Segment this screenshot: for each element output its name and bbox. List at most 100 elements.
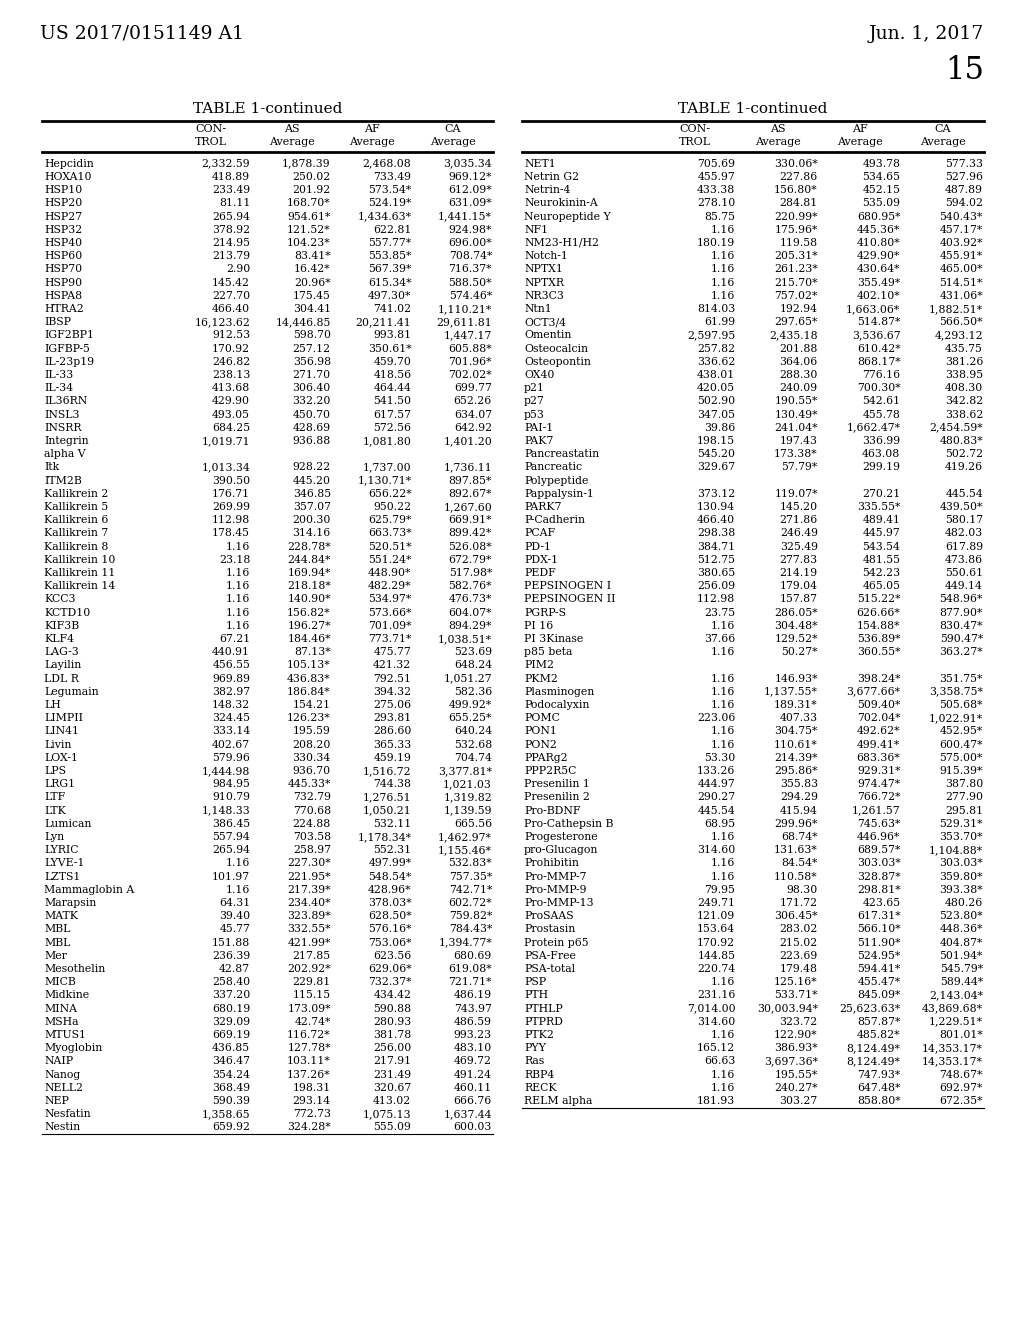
Text: Kallikrein 6: Kallikrein 6 (44, 515, 109, 525)
Text: Mammaglobin A: Mammaglobin A (44, 884, 134, 895)
Text: Pappalysin-1: Pappalysin-1 (524, 488, 594, 499)
Text: 423.65: 423.65 (862, 898, 900, 908)
Text: 169.94*: 169.94* (288, 568, 331, 578)
Text: 600.47*: 600.47* (939, 739, 983, 750)
Text: RBP4: RBP4 (524, 1069, 554, 1080)
Text: 303.03*: 303.03* (857, 858, 900, 869)
Text: 476.73*: 476.73* (449, 594, 492, 605)
Text: Jun. 1, 2017: Jun. 1, 2017 (868, 25, 984, 44)
Text: 295.81: 295.81 (945, 805, 983, 816)
Text: Kallikrein 7: Kallikrein 7 (44, 528, 109, 539)
Text: AF
Average: AF Average (349, 124, 395, 147)
Text: Pro-MMP-9: Pro-MMP-9 (524, 884, 587, 895)
Text: 130.94: 130.94 (697, 502, 735, 512)
Text: 386.45: 386.45 (212, 818, 250, 829)
Text: 523.80*: 523.80* (939, 911, 983, 921)
Text: 402.67: 402.67 (212, 739, 250, 750)
Text: 567.39*: 567.39* (368, 264, 412, 275)
Text: 271.86: 271.86 (779, 515, 818, 525)
Text: 448.36*: 448.36* (939, 924, 983, 935)
Text: 1.16: 1.16 (711, 224, 735, 235)
Text: 2,454.59*: 2,454.59* (930, 422, 983, 433)
Text: 617.31*: 617.31* (857, 911, 900, 921)
Text: 413.68: 413.68 (212, 383, 250, 393)
Text: 241.04*: 241.04* (774, 422, 818, 433)
Text: Nestin: Nestin (44, 1122, 80, 1133)
Text: 126.23*: 126.23* (287, 713, 331, 723)
Text: 398.24*: 398.24* (857, 673, 900, 684)
Text: 486.19: 486.19 (454, 990, 492, 1001)
Text: 3,035.34: 3,035.34 (443, 158, 492, 169)
Text: 2,597.95: 2,597.95 (687, 330, 735, 341)
Text: 122.90*: 122.90* (774, 1030, 818, 1040)
Text: 590.88: 590.88 (374, 1003, 412, 1014)
Text: 744.38: 744.38 (374, 779, 412, 789)
Text: Kallikrein 14: Kallikrein 14 (44, 581, 116, 591)
Text: 716.37*: 716.37* (449, 264, 492, 275)
Text: 1,878.39: 1,878.39 (283, 158, 331, 169)
Text: 101.97: 101.97 (212, 871, 250, 882)
Text: 173.09*: 173.09* (288, 1003, 331, 1014)
Text: 129.52*: 129.52* (774, 634, 818, 644)
Text: PEDF: PEDF (524, 568, 556, 578)
Text: 1,139.59: 1,139.59 (443, 805, 492, 816)
Text: 15: 15 (945, 55, 984, 86)
Text: 354.24: 354.24 (212, 1069, 250, 1080)
Text: 170.92: 170.92 (697, 937, 735, 948)
Text: 950.22: 950.22 (374, 502, 412, 512)
Text: IGFBP-5: IGFBP-5 (44, 343, 90, 354)
Text: 590.39: 590.39 (212, 1096, 250, 1106)
Text: 304.48*: 304.48* (774, 620, 818, 631)
Text: 1,441.15*: 1,441.15* (438, 211, 492, 222)
Text: 293.14: 293.14 (293, 1096, 331, 1106)
Text: 351.75*: 351.75* (940, 673, 983, 684)
Text: 179.48: 179.48 (780, 964, 818, 974)
Text: 680.19: 680.19 (212, 1003, 250, 1014)
Text: 145.42: 145.42 (212, 277, 250, 288)
Text: 324.45: 324.45 (212, 713, 250, 723)
Text: 148.32: 148.32 (212, 700, 250, 710)
Text: 320.67: 320.67 (373, 1082, 412, 1093)
Text: Polypeptide: Polypeptide (524, 475, 589, 486)
Text: 501.94*: 501.94* (940, 950, 983, 961)
Text: 192.94: 192.94 (780, 304, 818, 314)
Text: 394.32: 394.32 (374, 686, 412, 697)
Text: 314.60: 314.60 (697, 1016, 735, 1027)
Text: 284.81: 284.81 (779, 198, 818, 209)
Text: 445.54: 445.54 (697, 805, 735, 816)
Text: 969.12*: 969.12* (449, 172, 492, 182)
Text: 110.61*: 110.61* (774, 739, 818, 750)
Text: 125.16*: 125.16* (774, 977, 818, 987)
Text: 338.62: 338.62 (944, 409, 983, 420)
Text: 502.72: 502.72 (945, 449, 983, 459)
Text: 342.82: 342.82 (945, 396, 983, 407)
Text: 514.87*: 514.87* (857, 317, 900, 327)
Text: 1,434.63*: 1,434.63* (357, 211, 412, 222)
Text: NM23-H1/H2: NM23-H1/H2 (524, 238, 599, 248)
Text: 721.71*: 721.71* (449, 977, 492, 987)
Text: Kallikrein 8: Kallikrein 8 (44, 541, 109, 552)
Text: 1.16: 1.16 (225, 568, 250, 578)
Text: 234.40*: 234.40* (288, 898, 331, 908)
Text: 969.89: 969.89 (212, 673, 250, 684)
Text: 582.36: 582.36 (454, 686, 492, 697)
Text: 356.98: 356.98 (293, 356, 331, 367)
Text: 572.56: 572.56 (374, 422, 412, 433)
Text: 429.90*: 429.90* (857, 251, 900, 261)
Text: HSP40: HSP40 (44, 238, 82, 248)
Text: p53: p53 (524, 409, 545, 420)
Text: 8,124.49*: 8,124.49* (847, 1056, 900, 1067)
Text: 466.40: 466.40 (212, 304, 250, 314)
Text: 1,178.34*: 1,178.34* (357, 832, 412, 842)
Text: 223.06: 223.06 (697, 713, 735, 723)
Text: 1.16: 1.16 (711, 858, 735, 869)
Text: 444.97: 444.97 (697, 779, 735, 789)
Text: 619.08*: 619.08* (449, 964, 492, 974)
Text: 329.67: 329.67 (697, 462, 735, 473)
Text: OX40: OX40 (524, 370, 554, 380)
Text: 231.49: 231.49 (374, 1069, 412, 1080)
Text: 743.97: 743.97 (454, 1003, 492, 1014)
Text: PSA-Free: PSA-Free (524, 950, 575, 961)
Text: 14,353.17*: 14,353.17* (923, 1043, 983, 1053)
Text: 87.13*: 87.13* (294, 647, 331, 657)
